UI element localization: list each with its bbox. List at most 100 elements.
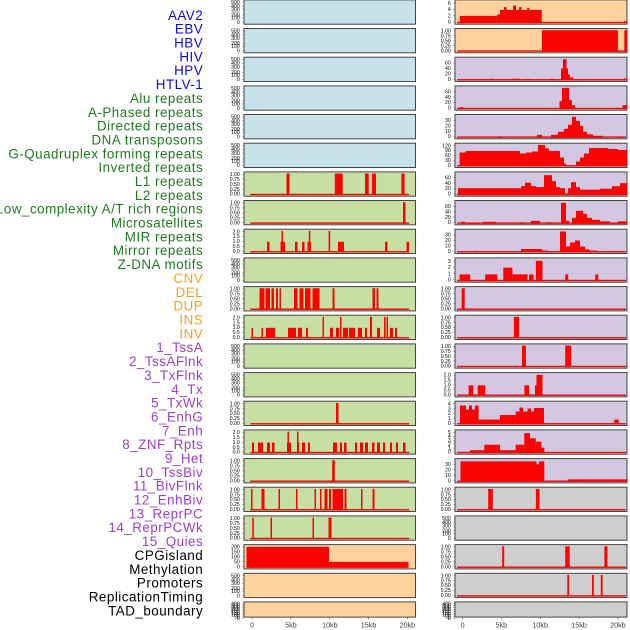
svg-text:0: 0 [237,20,240,26]
svg-text:300: 300 [231,122,240,128]
svg-text:0.50: 0.50 [441,325,451,331]
svg-text:4: 4 [448,7,451,13]
svg-text:20kb: 20kb [610,621,626,630]
svg-text:G-Quadruplex forming repeats: G-Quadruplex forming repeats [8,146,203,161]
svg-text:Directed repeats: Directed repeats [97,119,203,134]
svg-text:100: 100 [231,613,240,619]
svg-text:0.75: 0.75 [230,492,240,498]
svg-text:0.25: 0.25 [441,330,451,336]
svg-text:0.00: 0.00 [230,536,240,542]
svg-text:500: 500 [231,573,240,579]
svg-text:0: 0 [448,478,451,484]
svg-text:400: 400 [231,61,240,67]
svg-text:0: 0 [448,421,451,427]
svg-text:300: 300 [231,65,240,71]
svg-text:0.0: 0.0 [444,392,451,398]
svg-text:0.75: 0.75 [441,320,451,326]
svg-text:2: 2 [448,265,451,271]
svg-text:0.00: 0.00 [230,478,240,484]
svg-text:150: 150 [231,550,240,556]
svg-text:A-Phased repeats: A-Phased repeats [88,105,203,120]
svg-text:20: 20 [445,71,451,77]
svg-text:200: 200 [231,99,240,105]
svg-text:0.75: 0.75 [441,349,451,355]
svg-text:100: 100 [442,532,451,538]
svg-text:100: 100 [231,16,240,22]
svg-text:9_Het: 9_Het [165,451,203,466]
svg-text:400: 400 [442,520,451,526]
svg-text:0.00: 0.00 [441,48,451,54]
svg-text:250: 250 [442,607,451,613]
svg-text:0: 0 [237,135,240,141]
svg-text:0: 0 [237,593,240,599]
svg-text:0.75: 0.75 [441,550,451,556]
svg-text:2.0: 2.0 [233,315,240,321]
svg-text:1.00: 1.00 [230,172,240,178]
svg-text:0.75: 0.75 [441,578,451,584]
svg-text:5kb: 5kb [496,621,508,630]
svg-text:0: 0 [237,163,240,169]
svg-text:500: 500 [231,86,240,92]
svg-text:CNV: CNV [173,271,203,286]
svg-text:DNA transposons: DNA transposons [91,132,203,147]
svg-text:0: 0 [448,134,451,140]
svg-text:2.0: 2.0 [233,229,240,235]
svg-text:1.00: 1.00 [441,545,451,551]
svg-text:400: 400 [231,577,240,583]
svg-text:0.25: 0.25 [441,502,451,508]
svg-text:400: 400 [231,147,240,153]
svg-text:2: 2 [448,411,451,417]
svg-text:20: 20 [445,238,451,244]
svg-text:30: 30 [445,158,451,164]
svg-text:500: 500 [231,57,240,63]
svg-text:1.0: 1.0 [233,239,240,245]
svg-text:0.50: 0.50 [441,555,451,561]
svg-text:30: 30 [445,462,451,468]
svg-text:0.00: 0.00 [230,306,240,312]
svg-text:0: 0 [237,616,240,622]
svg-text:1.5: 1.5 [233,234,240,240]
svg-text:200: 200 [442,529,451,535]
svg-text:0: 0 [448,163,451,169]
svg-text:40: 40 [445,66,451,72]
svg-text:40: 40 [445,209,451,215]
svg-text:20: 20 [445,215,451,221]
svg-text:400: 400 [442,601,451,607]
svg-text:0.50: 0.50 [230,497,240,503]
svg-text:Methylation: Methylation [129,562,203,577]
svg-text:0.50: 0.50 [441,297,451,303]
svg-text:200: 200 [231,385,240,391]
svg-text:3: 3 [448,406,451,412]
svg-text:0: 0 [237,278,240,284]
svg-text:TAD_boundary: TAD_boundary [108,603,203,618]
svg-text:500: 500 [231,29,240,35]
svg-text:300: 300 [231,605,240,611]
svg-text:L1 repeats: L1 repeats [135,174,203,189]
svg-text:HBV: HBV [174,36,203,51]
svg-text:0: 0 [448,106,451,112]
svg-text:DEL: DEL [176,285,204,300]
svg-text:4: 4 [448,401,451,407]
svg-text:100: 100 [231,73,240,79]
svg-text:500: 500 [231,143,240,149]
svg-text:0: 0 [448,450,451,456]
svg-text:0.50: 0.50 [441,583,451,589]
svg-text:50: 50 [234,559,240,565]
svg-text:100: 100 [231,130,240,136]
svg-text:0.25: 0.25 [230,416,240,422]
svg-text:4_Tx: 4_Tx [171,382,203,397]
svg-text:0.25: 0.25 [441,588,451,594]
svg-text:60: 60 [445,153,451,159]
svg-text:0.25: 0.25 [230,215,240,221]
svg-text:0.50: 0.50 [441,354,451,360]
svg-text:0.25: 0.25 [441,559,451,565]
svg-text:500: 500 [231,373,240,379]
svg-text:0.75: 0.75 [230,206,240,212]
svg-text:400: 400 [231,601,240,607]
svg-text:300: 300 [442,524,451,530]
svg-text:0.25: 0.25 [230,301,240,307]
svg-text:0.0: 0.0 [233,335,240,341]
svg-text:15_Quies: 15_Quies [142,534,203,549]
svg-text:100: 100 [442,613,451,619]
svg-text:0.00: 0.00 [441,507,451,513]
